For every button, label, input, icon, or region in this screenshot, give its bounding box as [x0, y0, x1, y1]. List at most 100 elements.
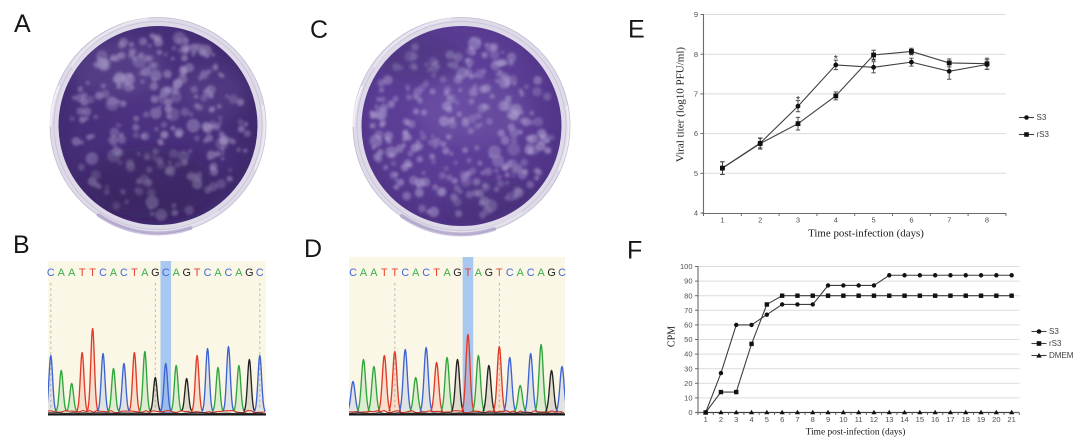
svg-text:A: A — [68, 267, 76, 279]
svg-text:4: 4 — [834, 216, 838, 225]
svg-text:A: A — [173, 267, 181, 279]
svg-text:7: 7 — [795, 415, 799, 424]
svg-text:CPM: CPM — [667, 326, 678, 347]
svg-text:0: 0 — [688, 408, 692, 417]
svg-text:C: C — [204, 267, 212, 279]
svg-text:80: 80 — [684, 291, 692, 300]
svg-text:6: 6 — [909, 216, 913, 225]
svg-text:C: C — [310, 16, 328, 44]
svg-text:2: 2 — [758, 216, 762, 225]
svg-text:17: 17 — [946, 415, 954, 424]
svg-text:*: * — [834, 53, 838, 65]
svg-text:4: 4 — [749, 415, 753, 424]
svg-text:20: 20 — [992, 415, 1000, 424]
svg-text:*: * — [909, 50, 913, 62]
svg-text:A: A — [443, 267, 451, 279]
svg-text:60: 60 — [684, 321, 692, 330]
svg-text:5: 5 — [872, 216, 876, 225]
svg-text:A: A — [360, 267, 368, 279]
svg-text:A: A — [214, 267, 222, 279]
svg-text:F: F — [627, 237, 642, 265]
svg-text:6: 6 — [780, 415, 784, 424]
svg-text:18: 18 — [962, 415, 970, 424]
svg-text:A: A — [141, 267, 149, 279]
svg-text:rS3: rS3 — [1049, 339, 1062, 348]
svg-text:70: 70 — [684, 306, 692, 315]
svg-text:Time post-infection (days): Time post-infection (days) — [806, 427, 906, 438]
svg-text:*: * — [872, 55, 876, 67]
svg-text:C: C — [256, 267, 264, 279]
svg-text:A: A — [537, 267, 545, 279]
svg-text:C: C — [527, 267, 535, 279]
svg-text:A: A — [475, 267, 483, 279]
svg-text:A: A — [370, 267, 378, 279]
svg-text:T: T — [89, 267, 96, 279]
svg-text:C: C — [47, 267, 55, 279]
svg-text:G: G — [182, 267, 190, 279]
svg-text:90: 90 — [684, 277, 692, 286]
svg-text:A: A — [235, 267, 243, 279]
svg-text:T: T — [194, 267, 201, 279]
svg-text:T: T — [131, 267, 138, 279]
svg-text:T: T — [465, 267, 472, 279]
svg-text:T: T — [79, 267, 86, 279]
svg-text:1: 1 — [720, 216, 724, 225]
svg-text:7: 7 — [947, 216, 951, 225]
svg-text:6: 6 — [694, 129, 698, 138]
svg-text:S3: S3 — [1049, 327, 1059, 336]
svg-text:T: T — [391, 267, 398, 279]
svg-text:C: C — [422, 267, 430, 279]
svg-text:S3: S3 — [1037, 113, 1047, 122]
svg-text:3: 3 — [734, 415, 738, 424]
svg-text:G: G — [245, 267, 253, 279]
svg-text:8: 8 — [811, 415, 815, 424]
svg-text:A: A — [58, 267, 66, 279]
svg-text:5: 5 — [765, 415, 769, 424]
svg-text:7: 7 — [694, 90, 698, 99]
svg-text:T: T — [381, 267, 388, 279]
svg-text:30: 30 — [684, 364, 692, 373]
svg-text:14: 14 — [900, 415, 908, 424]
svg-text:T: T — [496, 267, 503, 279]
svg-text:*: * — [796, 94, 800, 106]
svg-text:T: T — [433, 267, 440, 279]
svg-text:G: G — [453, 267, 461, 279]
svg-text:DMEM: DMEM — [1049, 351, 1074, 360]
svg-text:C: C — [99, 267, 107, 279]
svg-text:19: 19 — [977, 415, 985, 424]
svg-text:40: 40 — [684, 350, 692, 359]
svg-text:16: 16 — [931, 415, 939, 424]
svg-text:A: A — [110, 267, 118, 279]
svg-text:C: C — [506, 267, 514, 279]
svg-text:1: 1 — [704, 415, 708, 424]
svg-text:C: C — [349, 267, 357, 279]
svg-text:C: C — [558, 267, 566, 279]
svg-text:21: 21 — [1007, 415, 1015, 424]
svg-text:C: C — [162, 267, 170, 279]
svg-text:A: A — [517, 267, 525, 279]
svg-text:C: C — [225, 267, 233, 279]
svg-text:8: 8 — [985, 216, 989, 225]
svg-text:A: A — [14, 10, 31, 38]
svg-text:50: 50 — [684, 335, 692, 344]
svg-text:D: D — [304, 235, 322, 263]
svg-text:9: 9 — [694, 10, 698, 19]
svg-text:10: 10 — [839, 415, 847, 424]
svg-text:G: G — [485, 267, 493, 279]
svg-text:5: 5 — [694, 169, 698, 178]
svg-text:B: B — [13, 231, 30, 259]
svg-text:G: G — [547, 267, 555, 279]
svg-text:15: 15 — [916, 415, 924, 424]
svg-text:3: 3 — [796, 216, 800, 225]
svg-text:2: 2 — [719, 415, 723, 424]
svg-text:11: 11 — [855, 415, 863, 424]
svg-text:8: 8 — [694, 50, 698, 59]
svg-text:C: C — [401, 267, 409, 279]
svg-text:10: 10 — [684, 394, 692, 403]
svg-text:Time post-infection (days): Time post-infection (days) — [808, 228, 924, 240]
svg-text:rS3: rS3 — [1037, 130, 1050, 139]
svg-text:9: 9 — [826, 415, 830, 424]
svg-text:100: 100 — [680, 262, 693, 271]
svg-text:13: 13 — [885, 415, 893, 424]
svg-text:12: 12 — [870, 415, 878, 424]
